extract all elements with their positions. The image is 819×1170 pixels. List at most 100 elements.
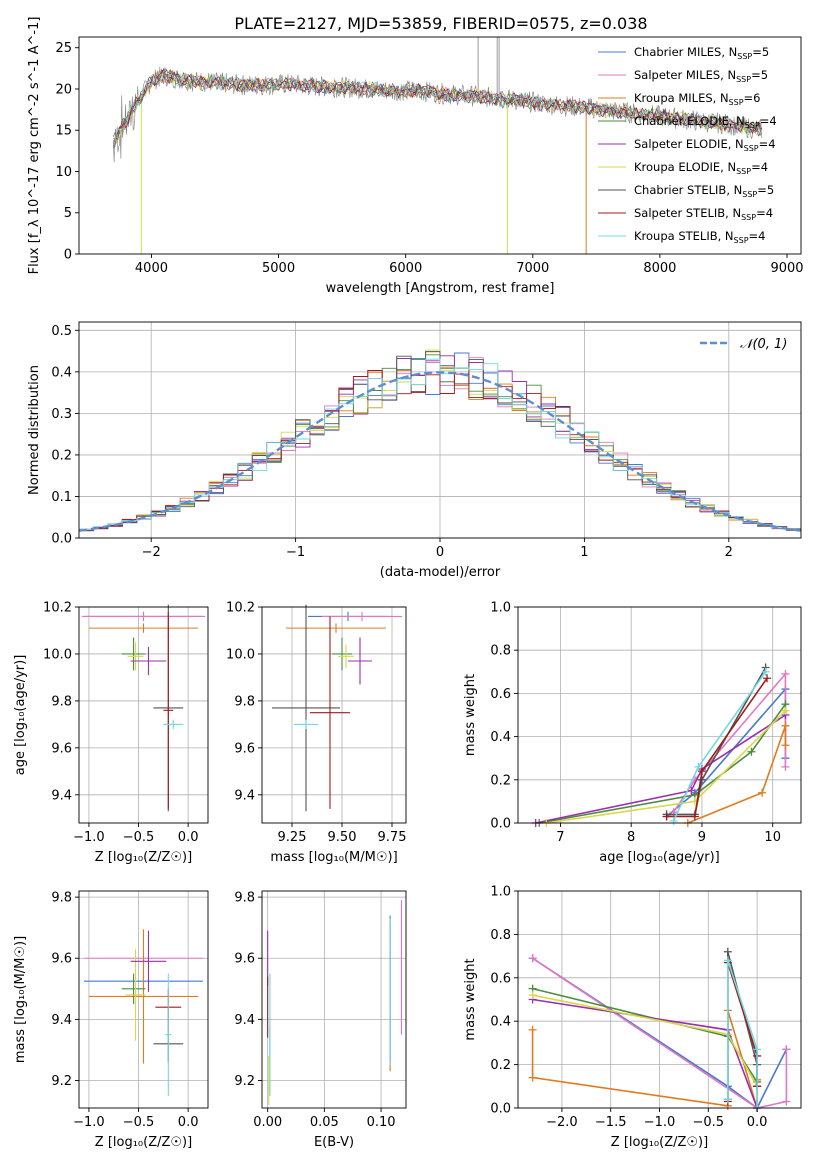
data-point-marker (723, 956, 732, 965)
y-tick-label: 1.0 (490, 601, 511, 616)
data-point-marker (758, 788, 767, 797)
y-tick-label: 9.8 (234, 694, 255, 709)
x-axis-label: E(B-V) (314, 1135, 354, 1150)
data-point-marker (781, 706, 790, 715)
x-axis-label: Z [log₁₀(Z/Z☉)] (95, 1135, 192, 1150)
y-tick-label: 9.8 (51, 891, 72, 906)
panel-4: 9.25 9.50 9.75 9.4 9.6 9.8 10.0 10.2 mass [log₁₀… (226, 601, 406, 866)
y-tick-label: 10.0 (226, 647, 255, 662)
y-axis-label: mass [log₁₀(M/M☉)] (13, 936, 28, 1063)
y-tick-label: 10.2 (43, 601, 72, 616)
x-tick-label: 9000 (770, 261, 803, 276)
histogram-salpeter-stelib (79, 370, 801, 531)
x-tick-label: −1.5 (595, 1115, 627, 1130)
axes-frame (78, 36, 802, 255)
x-tick-label: 0.0 (178, 1115, 199, 1130)
panel-2: 𝒩(0, 1) −2 −1 0 1 2 0.0 0.1 0.2 0.3 0.4 0.5 (data-mo… (27, 321, 802, 580)
x-tick-label: −0.5 (123, 1115, 155, 1130)
y-tick-label: 9.6 (234, 952, 255, 967)
y-tick-label: 10.2 (226, 601, 255, 616)
x-tick-label: 9.75 (378, 830, 407, 845)
data-point-marker (782, 1097, 791, 1106)
y-axis-label: mass weight (463, 958, 478, 1040)
legend-label: Kroupa STELIB, NSSP=4 (634, 229, 765, 245)
data-point-marker (662, 812, 671, 821)
x-tick-label: −1.0 (644, 1115, 676, 1130)
axes: −1.0 −0.5 0.0 9.4 9.6 9.8 10.0 10.2 Z [log₁₀(Z/Z… (13, 601, 209, 865)
x-tick-label: 0.05 (310, 1115, 339, 1130)
x-tick-label: −2.0 (546, 1115, 578, 1130)
x-tick-label: 0.0 (178, 830, 199, 845)
x-axis-label: (data-model)/error (380, 565, 501, 580)
axes: −2 −1 0 1 2 0.0 0.1 0.2 0.3 0.4 0.5 (data-model)/er… (27, 321, 802, 580)
y-tick-label: 0.8 (490, 928, 511, 943)
plot-area: Chabrier MILES, NSSP=5 Salpeter MILES, NS… (112, 37, 777, 254)
x-axis-label: Z [log₁₀(Z/Z☉)] (95, 850, 192, 865)
x-tick-label: 0.0 (747, 1115, 768, 1130)
data-point-marker (761, 667, 770, 676)
y-tick-label: 9.8 (234, 891, 255, 906)
y-tick-label: 0.1 (51, 490, 72, 505)
axes: 0.00 0.05 0.10 9.2 9.4 9.6 9.8 E(B-V) (234, 890, 407, 1150)
x-tick-label: 0.10 (367, 1115, 396, 1130)
series-line-salpeter-miles (532, 957, 788, 1109)
x-tick-label: 5000 (262, 261, 295, 276)
y-tick-label: 5 (64, 206, 72, 221)
x-tick-label: 9 (698, 830, 706, 845)
plot-area: 𝒩(0, 1) (78, 337, 802, 532)
x-tick-label: 0 (436, 545, 444, 560)
data-point-marker (763, 674, 772, 683)
y-tick-label: 0.2 (490, 1058, 511, 1073)
y-axis-label: mass weight (463, 674, 478, 756)
y-tick-label: 0.2 (51, 448, 72, 463)
x-tick-label: −0.5 (123, 830, 155, 845)
axes: 7 8 9 10 0.0 0.2 0.4 0.6 0.8 1.0 age [log₁₀(age/yr… (463, 601, 802, 865)
panel-1: Chabrier MILES, NSSP=5 Salpeter MILES, NS… (27, 17, 804, 296)
axes-frame (78, 606, 209, 824)
data-point-marker (753, 1045, 762, 1054)
axes: 9.25 9.50 9.75 9.4 9.6 9.8 10.0 10.2 mass [log₁₀… (226, 601, 406, 866)
y-tick-label: 0.0 (490, 817, 511, 832)
panel-7: 0.00 0.05 0.10 9.2 9.4 9.6 9.8 E(B-V) (234, 890, 407, 1150)
y-tick-label: 0.6 (490, 971, 511, 986)
axes: −2.0 −1.5 −1.0 −0.5 0.0 0.0 0.2 0.4 0.6 0.8 1.0 Z [… (463, 885, 802, 1150)
model-spectrum-salpeter-stelib (112, 69, 762, 147)
data-point-marker (687, 786, 696, 795)
legend-label: 𝒩(0, 1) (740, 337, 787, 352)
x-tick-label: 9.50 (328, 830, 357, 845)
data-point-marker (528, 1073, 537, 1082)
figure-title: PLATE=2127, MJD=53859, FIBERID=0575, z=0… (234, 14, 647, 33)
x-tick-label: 7000 (516, 261, 549, 276)
plot-area (272, 604, 402, 812)
axes: −1.0 −0.5 0.0 9.2 9.4 9.6 9.8 Z [log₁₀(Z/Z☉)] ma… (13, 890, 209, 1150)
data-point-marker (781, 669, 790, 678)
normal-curve (78, 371, 802, 532)
x-tick-label: 8000 (643, 261, 676, 276)
y-tick-label: 9.4 (51, 1013, 72, 1028)
y-tick-label: 0.0 (51, 532, 72, 547)
x-tick-label: 4000 (135, 261, 168, 276)
y-tick-label: 25 (55, 41, 72, 56)
y-tick-label: 0.4 (490, 730, 511, 745)
y-tick-label: 0.4 (490, 1015, 511, 1030)
histogram-kroupa-stelib (79, 358, 801, 531)
panel-5: 7 8 9 10 0.0 0.2 0.4 0.6 0.8 1.0 age [log₁₀(age/yr… (463, 601, 802, 865)
axes-frame (261, 890, 407, 1109)
axes: 4000 5000 6000 7000 8000 9000 0 5 10 15 20 25 wavele… (27, 17, 804, 296)
series-line-salpeter-stelib (666, 677, 768, 818)
y-tick-label: 0.8 (490, 644, 511, 659)
legend-label: Salpeter STELIB, NSSP=4 (634, 206, 773, 222)
y-tick-label: 0.2 (490, 773, 511, 788)
y-tick-label: 15 (55, 124, 72, 139)
legend-label: Salpeter ELODIE, NSSP=4 (634, 137, 776, 153)
data-point-marker (723, 1095, 732, 1104)
y-axis-label: age [log₁₀(age/yr)] (13, 655, 28, 776)
series-line-salpeter-elodie (535, 714, 786, 824)
legend: Chabrier MILES, NSSP=5 Salpeter MILES, NS… (598, 45, 777, 245)
data-point-marker (781, 741, 790, 750)
series-line-chabrier-miles (532, 957, 788, 1110)
x-tick-label: 2 (725, 545, 733, 560)
x-axis-label: wavelength [Angstrom, rest frame] (326, 281, 555, 296)
data-point-marker (528, 991, 537, 1000)
y-tick-label: 0 (64, 248, 72, 263)
